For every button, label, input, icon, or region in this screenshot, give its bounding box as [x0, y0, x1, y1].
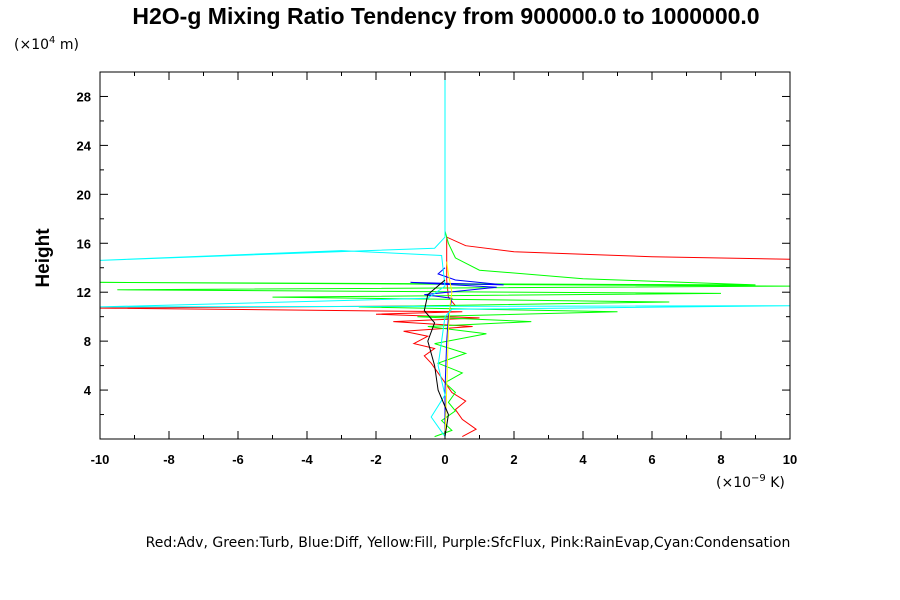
x-tick-label: -10	[91, 452, 110, 467]
series-line-5	[423, 279, 449, 437]
y-unit-prefix: (×10	[14, 37, 49, 53]
x-tick-label: 2	[510, 452, 517, 467]
x-tick-label: 6	[648, 452, 655, 467]
plot-lines	[99, 72, 791, 438]
plot-frame	[99, 71, 791, 440]
x-tick-label: -2	[370, 452, 382, 467]
series-line-2	[410, 267, 504, 437]
y-unit-exponent: 4	[49, 35, 55, 46]
x-tick-label: -8	[163, 452, 175, 467]
y-tick-label: 20	[77, 187, 91, 202]
y-tick-label: 4	[84, 383, 92, 398]
x-tick-label: 4	[579, 452, 587, 467]
x-tick-label: 0	[441, 452, 448, 467]
x-unit-prefix: (×10	[716, 475, 751, 491]
x-tick-label: 8	[717, 452, 724, 467]
x-tick-label: -4	[301, 452, 313, 467]
series-line-3	[444, 261, 453, 437]
y-unit-label: (×104 m)	[14, 35, 79, 53]
y-tick-label: 24	[77, 138, 92, 153]
y-axis-label: Height	[33, 228, 54, 288]
legend-text: Red:Adv, Green:Turb, Blue:Diff, Yellow:F…	[146, 535, 791, 551]
x-unit-label: (×10−9 K)	[716, 473, 785, 491]
y-tick-label: 28	[77, 89, 91, 104]
x-unit-exponent: −9	[751, 473, 766, 484]
x-tick-label: 10	[783, 452, 797, 467]
x-tick-label: -6	[232, 452, 244, 467]
y-tick-label: 8	[84, 334, 91, 349]
y-unit-suffix: m)	[55, 37, 79, 53]
y-tick-label: 16	[77, 236, 91, 251]
series-line-1	[99, 230, 791, 438]
y-tick-label: 12	[77, 285, 91, 300]
series-line-0	[99, 236, 791, 438]
chart-title: H2O-g Mixing Ratio Tendency from 900000.…	[132, 3, 759, 29]
x-unit-suffix: K)	[766, 475, 785, 491]
